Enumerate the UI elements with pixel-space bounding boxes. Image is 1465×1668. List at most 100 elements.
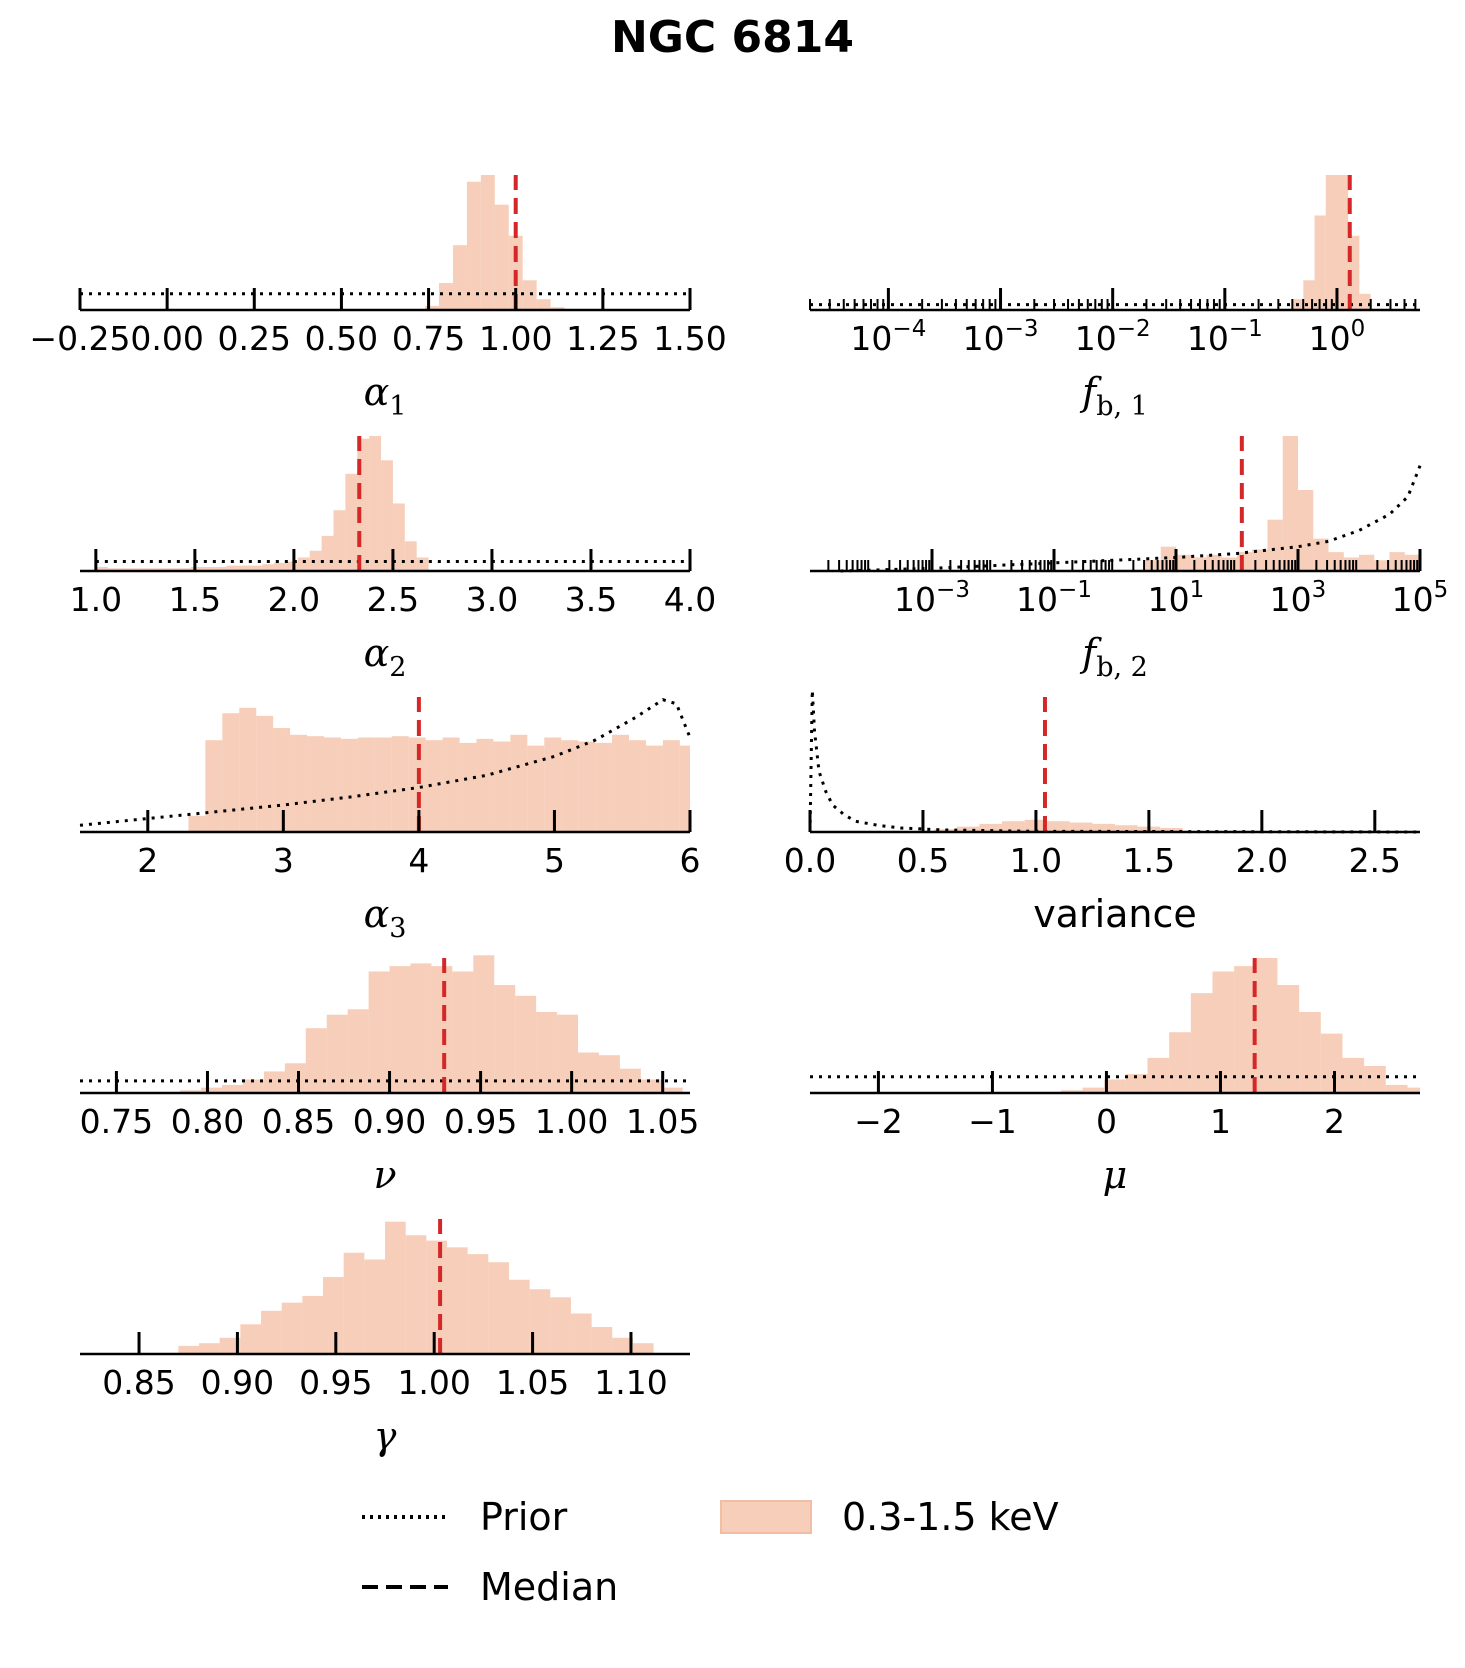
hist-bar-alpha2-2	[119, 568, 132, 571]
hist-bar-fb2-10	[1298, 490, 1314, 571]
axis-label-fb2: fb, 2	[1079, 631, 1148, 683]
hist-bar-mu-1	[1082, 1087, 1105, 1093]
hist-bar-variance-2	[979, 823, 1003, 832]
tick-label-gamma-4: 1.05	[496, 1363, 569, 1402]
tick-label-gamma-5: 1.10	[594, 1363, 667, 1402]
tick-label-alpha2-1: 1.5	[169, 580, 221, 619]
legend-posterior: 0.3-1.5 keV	[720, 1495, 1059, 1539]
hist-bar-gamma-17	[529, 1289, 551, 1354]
hist-bar-alpha3-25	[612, 734, 629, 832]
hist-bar-alpha2-21	[345, 473, 358, 571]
hist-bar-fb2-15	[1374, 560, 1390, 571]
axis-label-variance: variance	[1033, 892, 1197, 936]
prior-curve-fb2	[840, 465, 1422, 573]
hist-bar-nu-15	[494, 985, 516, 1093]
tick-label-variance-4: 2.0	[1236, 841, 1288, 880]
tick-label-alpha1-3: 0.50	[305, 319, 378, 358]
hist-bar-gamma-13	[446, 1247, 468, 1354]
hist-bar-alpha2-5	[155, 568, 168, 571]
hist-bar-fb2-13	[1343, 557, 1359, 571]
hist-bar-alpha3-13	[408, 737, 426, 832]
hist-bar-alpha1-4	[480, 175, 495, 310]
hist-bar-alpha1-3	[466, 181, 481, 310]
axis-label-alpha3: α3	[364, 892, 407, 944]
tick-label-nu-0: 0.75	[80, 1102, 153, 1141]
tick-label-alpha1-4: 0.75	[392, 319, 465, 358]
legend: Prior Median 0.3-1.5 keV	[360, 1495, 1120, 1645]
tick-label-fb1-4: 100	[1309, 316, 1366, 358]
hist-bar-variance-5	[1047, 821, 1070, 832]
axis-label-alpha2: α2	[364, 631, 407, 683]
tick-label-variance-0: 0.0	[784, 841, 836, 880]
tick-label-fb1-1: 10−3	[963, 316, 1039, 358]
hist-bar-gamma-18	[550, 1297, 571, 1354]
tick-label-variance-3: 1.5	[1123, 841, 1175, 880]
hist-bar-alpha3-2	[222, 713, 240, 832]
tick-label-alpha3-2: 4	[408, 841, 429, 880]
hist-bar-nu-14	[473, 955, 495, 1093]
hist-bar-alpha3-27	[645, 745, 663, 832]
hist-bar-nu-3	[242, 1079, 264, 1093]
hist-bar-alpha2-14	[262, 564, 275, 571]
hist-bar-alpha3-24	[595, 742, 613, 832]
tick-label-alpha3-4: 6	[680, 841, 701, 880]
tick-label-alpha3-0: 2	[137, 841, 158, 880]
tick-label-gamma-0: 0.85	[102, 1363, 175, 1402]
hist-bar-fb1-4	[1336, 175, 1349, 310]
hist-bar-nu-11	[410, 963, 432, 1093]
hist-bar-alpha3-17	[476, 738, 494, 832]
tick-label-alpha2-4: 3.0	[466, 580, 518, 619]
hist-bar-alpha3-22	[561, 740, 579, 832]
hist-bar-alpha2-22	[357, 438, 370, 571]
hist-bar-gamma-4	[261, 1310, 282, 1354]
hist-bar-gamma-12	[426, 1240, 447, 1354]
panel-gamma: 0.85 0.90 0.95 1.00 1.05 1.10 γ	[80, 1219, 690, 1458]
tick-label-variance-1: 0.5	[897, 841, 949, 880]
tick-label-nu-6: 1.05	[626, 1102, 699, 1141]
hist-bar-mu-4	[1147, 1057, 1170, 1093]
hist-bar-gamma-15	[488, 1262, 509, 1354]
hist-bar-alpha3-18	[493, 741, 511, 832]
tick-label-mu-3: 1	[1210, 1102, 1231, 1141]
tick-label-mu-1: −1	[968, 1102, 1017, 1141]
hist-bar-gamma-8	[343, 1252, 365, 1354]
tick-label-alpha1-0: −0.25	[29, 319, 130, 358]
axis-label-nu: ν	[373, 1153, 396, 1197]
hist-bar-fb2-8	[1267, 519, 1283, 571]
hist-bar-alpha3-16	[459, 742, 477, 832]
hist-bar-nu-2	[222, 1084, 243, 1093]
hist-bar-alpha3-7	[307, 736, 324, 832]
hist-bar-nu-20	[598, 1055, 620, 1093]
hist-bar-alpha2-10	[214, 566, 227, 571]
hist-bar-nu-16	[515, 995, 537, 1093]
hist-bar-nu-17	[536, 1012, 558, 1093]
hist-bar-gamma-22	[632, 1343, 654, 1354]
tick-label-variance-5: 2.5	[1349, 841, 1401, 880]
tick-label-fb2-3: 103	[1270, 577, 1327, 619]
hist-bar-alpha2-6	[167, 568, 180, 571]
hist-bar-mu-10	[1277, 985, 1300, 1093]
panel-alpha2: 1.0 1.5 2.0 2.5 3.0 3.5 4.0 α2	[70, 436, 716, 683]
panel-alpha3: 2 3 4 5 6 α3	[79, 697, 701, 944]
tick-label-fb2-1: 10−1	[1016, 577, 1092, 619]
hist-bar-mu-0	[1060, 1090, 1083, 1093]
hist-bar-alpha2-12	[238, 565, 251, 571]
tick-label-fb1-3: 10−1	[1187, 316, 1263, 358]
legend-prior: Prior	[360, 1495, 567, 1539]
tick-label-alpha3-1: 3	[273, 841, 294, 880]
hist-bar-fb2-1	[1160, 546, 1176, 571]
hist-bar-fb2-2	[1176, 554, 1192, 571]
median-line-icon	[362, 1585, 448, 1589]
axis-label-mu: μ	[1103, 1153, 1128, 1197]
hist-bar-gamma-11	[405, 1235, 427, 1354]
hist-bar-alpha3-3	[239, 707, 257, 832]
hist-bar-gamma-0	[178, 1345, 200, 1354]
hist-bar-alpha3-9	[340, 738, 358, 832]
tick-label-mu-0: −2	[854, 1102, 903, 1141]
tick-label-fb1-2: 10−2	[1075, 316, 1151, 358]
tick-label-gamma-3: 1.00	[397, 1363, 470, 1402]
hist-bar-fb1-2	[1314, 215, 1326, 310]
axis-label-alpha1: α1	[364, 370, 407, 422]
hist-bar-gamma-3	[240, 1324, 262, 1354]
legend-posterior-label: 0.3-1.5 keV	[842, 1495, 1059, 1539]
